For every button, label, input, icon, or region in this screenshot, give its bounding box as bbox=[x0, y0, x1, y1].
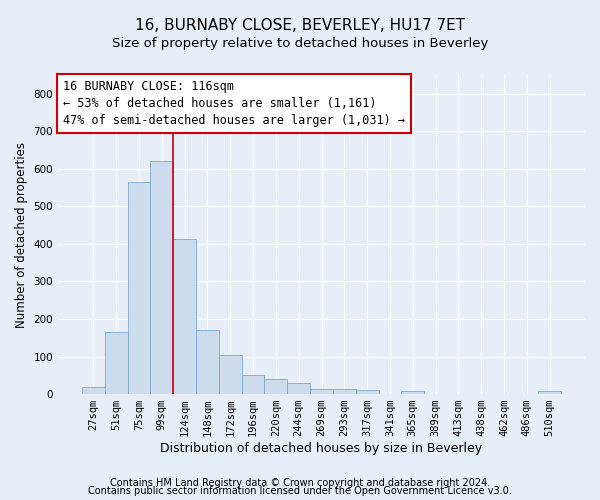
Bar bbox=[356, 390, 379, 394]
Bar bbox=[242, 374, 265, 394]
Bar bbox=[401, 392, 424, 394]
Bar bbox=[82, 388, 105, 394]
Bar bbox=[333, 389, 356, 394]
Bar bbox=[310, 389, 333, 394]
Text: Size of property relative to detached houses in Beverley: Size of property relative to detached ho… bbox=[112, 38, 488, 51]
Bar bbox=[219, 354, 242, 394]
Bar bbox=[151, 162, 173, 394]
Bar bbox=[538, 392, 561, 394]
Text: Contains HM Land Registry data © Crown copyright and database right 2024.: Contains HM Land Registry data © Crown c… bbox=[110, 478, 490, 488]
Text: Contains public sector information licensed under the Open Government Licence v3: Contains public sector information licen… bbox=[88, 486, 512, 496]
Bar bbox=[265, 379, 287, 394]
Bar bbox=[196, 330, 219, 394]
X-axis label: Distribution of detached houses by size in Beverley: Distribution of detached houses by size … bbox=[160, 442, 482, 455]
Bar bbox=[105, 332, 128, 394]
Text: 16 BURNABY CLOSE: 116sqm
← 53% of detached houses are smaller (1,161)
47% of sem: 16 BURNABY CLOSE: 116sqm ← 53% of detach… bbox=[64, 80, 406, 127]
Bar bbox=[128, 182, 151, 394]
Bar bbox=[173, 240, 196, 394]
Text: 16, BURNABY CLOSE, BEVERLEY, HU17 7ET: 16, BURNABY CLOSE, BEVERLEY, HU17 7ET bbox=[135, 18, 465, 32]
Y-axis label: Number of detached properties: Number of detached properties bbox=[15, 142, 28, 328]
Bar bbox=[287, 383, 310, 394]
